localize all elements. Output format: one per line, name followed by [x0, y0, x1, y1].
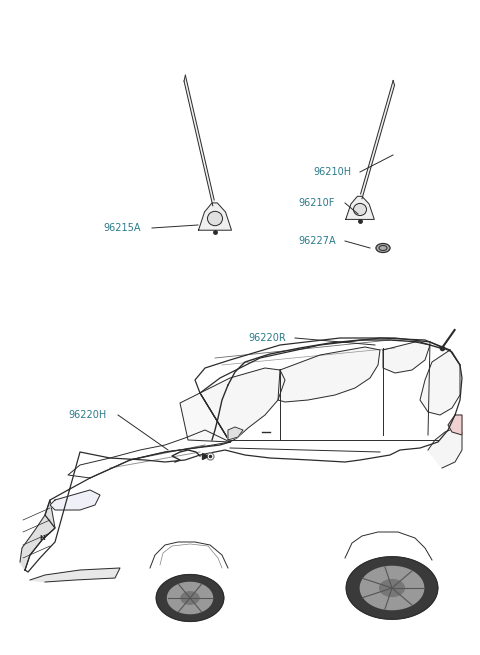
Polygon shape [25, 338, 462, 572]
Polygon shape [156, 574, 224, 622]
Polygon shape [199, 203, 231, 230]
Polygon shape [30, 568, 120, 582]
Polygon shape [448, 415, 462, 435]
Polygon shape [228, 427, 243, 440]
Ellipse shape [353, 204, 367, 215]
Polygon shape [278, 347, 380, 402]
Text: 96210H: 96210H [313, 167, 351, 177]
Polygon shape [420, 350, 460, 415]
Polygon shape [181, 591, 199, 605]
Polygon shape [380, 580, 404, 597]
Polygon shape [180, 393, 230, 442]
Polygon shape [360, 567, 424, 610]
Polygon shape [346, 557, 438, 619]
Text: H: H [39, 535, 45, 541]
Polygon shape [68, 430, 230, 478]
Text: 96220R: 96220R [248, 333, 286, 343]
Polygon shape [200, 368, 285, 442]
Polygon shape [383, 342, 430, 373]
Polygon shape [50, 490, 100, 510]
Text: 96220H: 96220H [68, 410, 106, 420]
Polygon shape [20, 500, 55, 570]
Polygon shape [360, 81, 395, 198]
Ellipse shape [207, 212, 223, 226]
Polygon shape [184, 75, 214, 206]
Text: 96227A: 96227A [298, 236, 336, 246]
Text: 96215A: 96215A [103, 223, 141, 233]
Polygon shape [168, 582, 213, 614]
Polygon shape [428, 428, 462, 468]
Text: 96210F: 96210F [298, 198, 335, 208]
Polygon shape [346, 196, 374, 219]
Ellipse shape [376, 244, 390, 252]
